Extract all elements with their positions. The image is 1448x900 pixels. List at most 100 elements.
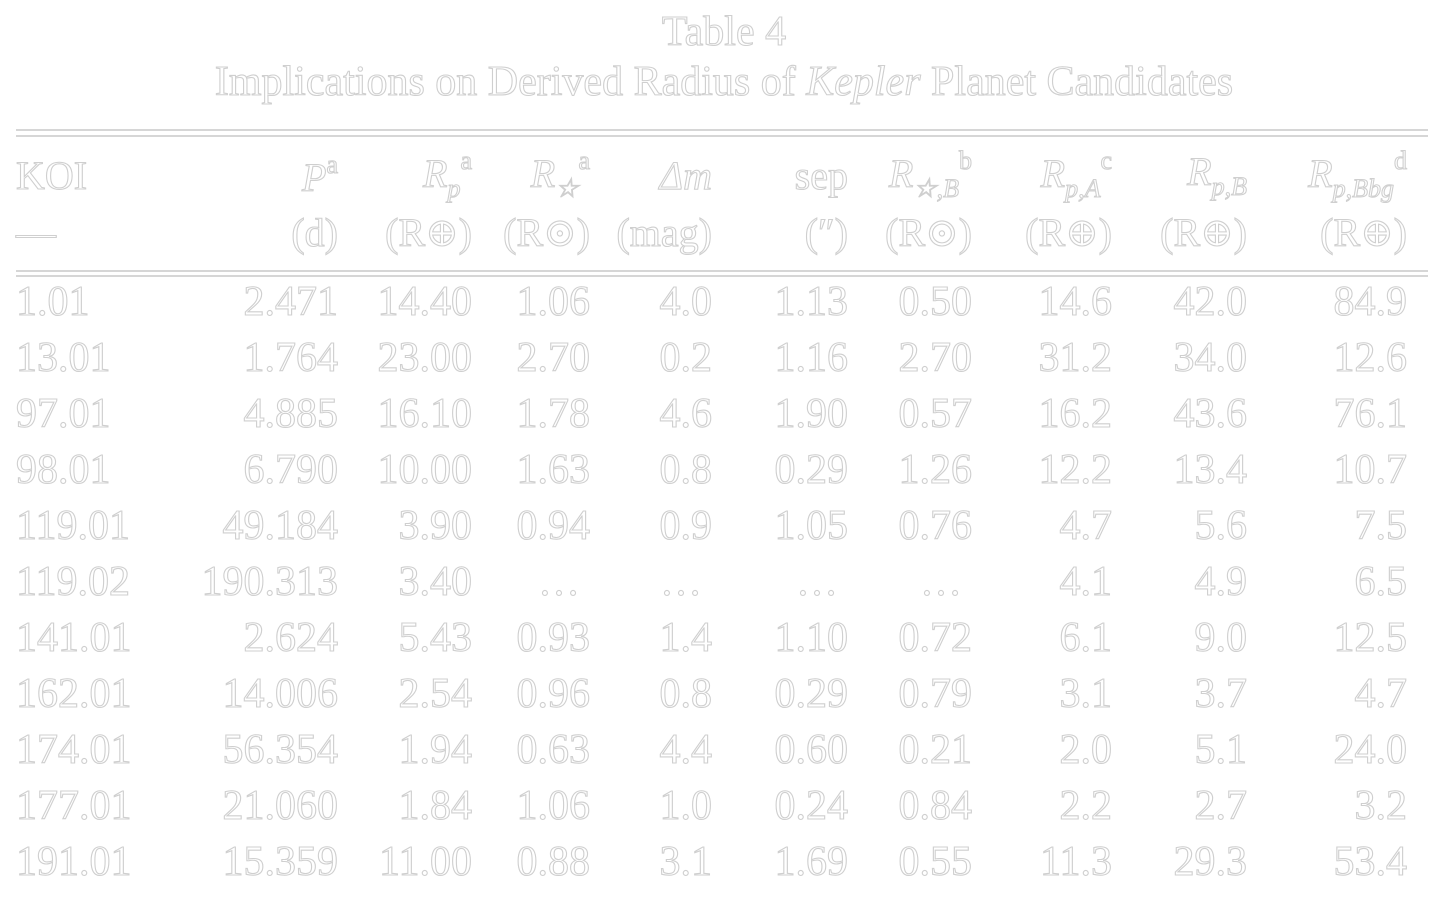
table-cell: 5.1 [1194, 726, 1248, 773]
header-rule [16, 270, 1428, 272]
table-cell: 0.9 [659, 502, 713, 549]
header-row-units: — (d) (R⊕) (R⊙) (mag) (″) (R⊙) (R⊕) (R⊕) (R⊕) [15, 204, 1428, 260]
top-rule [16, 129, 1428, 131]
table-cell: 119.02 [15, 558, 130, 605]
subtitle-text: Implications on Derived Radius of [214, 58, 807, 105]
table-cell: 4.4 [659, 726, 713, 773]
table-cell: 0.8 [659, 446, 713, 493]
table-row: 141.01 2.624 5.43 0.93 1.4 1.10 0.72 6.1 9.0 12.5 [15, 610, 1428, 666]
header-footnote-mark: a [460, 145, 473, 175]
table-row: 177.01 21.060 1.84 1.06 1.0 0.24 0.84 2.2 2.7 3.2 [15, 778, 1428, 834]
table-cell: 2.70 [516, 334, 591, 381]
table-cell: 13.01 [15, 334, 111, 381]
column-unit: (mag) [616, 209, 713, 255]
table-row: 1.01 2.471 14.40 1.06 4.0 1.13 0.50 14.6 42.0 84.… [15, 274, 1428, 330]
table-cell: 6.790 [243, 446, 339, 493]
header-symbol: KOI [15, 152, 88, 198]
header-footnote-mark: a [578, 145, 591, 175]
table-cell: 0.63 [516, 726, 591, 773]
table-cell: 1.05 [774, 502, 849, 549]
table-cell: 3.1 [1059, 670, 1113, 717]
table-cell: 177.01 [15, 782, 132, 829]
column-unit: — [15, 209, 56, 255]
header-footnote-mark: c [1100, 145, 1113, 175]
header-subscript: p [447, 173, 461, 203]
column-header: R☆,Bb [848, 145, 972, 204]
header-footnote-mark: b [958, 145, 972, 175]
column-header: Pa [150, 146, 338, 204]
table-cell: 1.94 [398, 726, 473, 773]
table-cell: 1.69 [774, 838, 849, 885]
table-cell: 24.0 [1333, 726, 1408, 773]
table-cell: 1.10 [774, 614, 849, 661]
header-subscript: ☆ [555, 173, 579, 203]
table-cell: 1.06 [516, 782, 591, 829]
table-row: 119.02 190.313 3.40 … … … … 4.1 4.9 6.5 [15, 554, 1428, 610]
table-cell: … [537, 558, 580, 605]
table-cell: 0.72 [898, 614, 973, 661]
table-cell: 191.01 [15, 838, 132, 885]
table-cell: 1.01 [15, 278, 90, 325]
table-cell: 2.70 [898, 334, 973, 381]
column-header: KOI [15, 146, 150, 204]
table-cell: 2.471 [243, 278, 339, 325]
table-cell: … [659, 558, 702, 605]
table-row: 98.01 6.790 10.00 1.63 0.8 0.29 1.26 12.2 13.4 10… [15, 442, 1428, 498]
table-cell: 1.0 [659, 782, 713, 829]
table-cell: 3.1 [659, 838, 713, 885]
table-cell: 4.0 [659, 278, 713, 325]
header-subscript: p,Bbg [1332, 173, 1394, 203]
header-subscript: p,B [1211, 171, 1248, 201]
table-row: 13.01 1.764 23.00 2.70 0.2 1.16 2.70 31.2 34.0 12… [15, 330, 1428, 386]
header-symbol: sep [794, 152, 848, 198]
table-cell: 6.1 [1059, 614, 1113, 661]
table-cell: 0.57 [898, 390, 973, 437]
table-cell: 42.0 [1173, 278, 1248, 325]
table-cell: 4.7 [1354, 670, 1408, 717]
header-subscript: ☆,B [913, 173, 960, 203]
table-cell: 43.6 [1173, 390, 1248, 437]
table-row: 97.01 4.885 16.10 1.78 4.6 1.90 0.57 16.2 43.6 76… [15, 386, 1428, 442]
table-cell: 4.885 [243, 390, 339, 437]
column-unit: (R⊕) [385, 209, 473, 255]
column-unit: (d) [291, 209, 339, 255]
table-cell: 12.2 [1038, 446, 1113, 493]
table-cell: 0.24 [774, 782, 849, 829]
table-cell: 5.43 [398, 614, 473, 661]
table-cell: 4.6 [659, 390, 713, 437]
table-cell: 1.4 [659, 614, 713, 661]
table-cell: 6.5 [1354, 558, 1408, 605]
table-cell: 11.00 [378, 838, 472, 885]
header-symbol: Δm [659, 152, 712, 198]
table-cell: 56.354 [222, 726, 339, 773]
column-unit: (R⊕) [1160, 209, 1248, 255]
table-cell: 190.313 [201, 558, 339, 605]
column-unit: (R⊙) [503, 209, 591, 255]
header-footnote-mark: d [1393, 145, 1407, 175]
column-header: R☆a [472, 145, 591, 204]
table-cell: 10.7 [1333, 446, 1408, 493]
table-cell: 9.0 [1194, 614, 1248, 661]
table-cell: 0.88 [516, 838, 591, 885]
table-cell: 0.8 [659, 670, 713, 717]
table-cell: 12.5 [1333, 614, 1408, 661]
table-cell: 16.10 [377, 390, 473, 437]
table-cell: 0.21 [898, 726, 973, 773]
table-cell: 3.7 [1194, 670, 1248, 717]
column-unit: (R⊙) [885, 209, 973, 255]
table-cell: 15.359 [222, 838, 339, 885]
column-header: Rp,Ac [972, 145, 1113, 204]
table-cell: 1.84 [398, 782, 473, 829]
table-cell: 0.29 [774, 670, 849, 717]
subtitle-text: Planet Candidates [920, 58, 1234, 105]
table-cell: 14.006 [222, 670, 339, 717]
table-cell: 10.00 [377, 446, 473, 493]
table-cell: 2.7 [1194, 782, 1248, 829]
table-cell: 34.0 [1173, 334, 1248, 381]
header-row-symbols: KOI Pa Rpa R☆a Δm sep R☆,Bb Rp,Ac Rp,B Rp,Bbgd [15, 145, 1428, 204]
table-cell: 0.76 [898, 502, 973, 549]
table-cell: 3.40 [398, 558, 473, 605]
table-cell: 29.3 [1173, 838, 1248, 885]
table-cell: 7.5 [1354, 502, 1408, 549]
table-cell: 16.2 [1038, 390, 1113, 437]
